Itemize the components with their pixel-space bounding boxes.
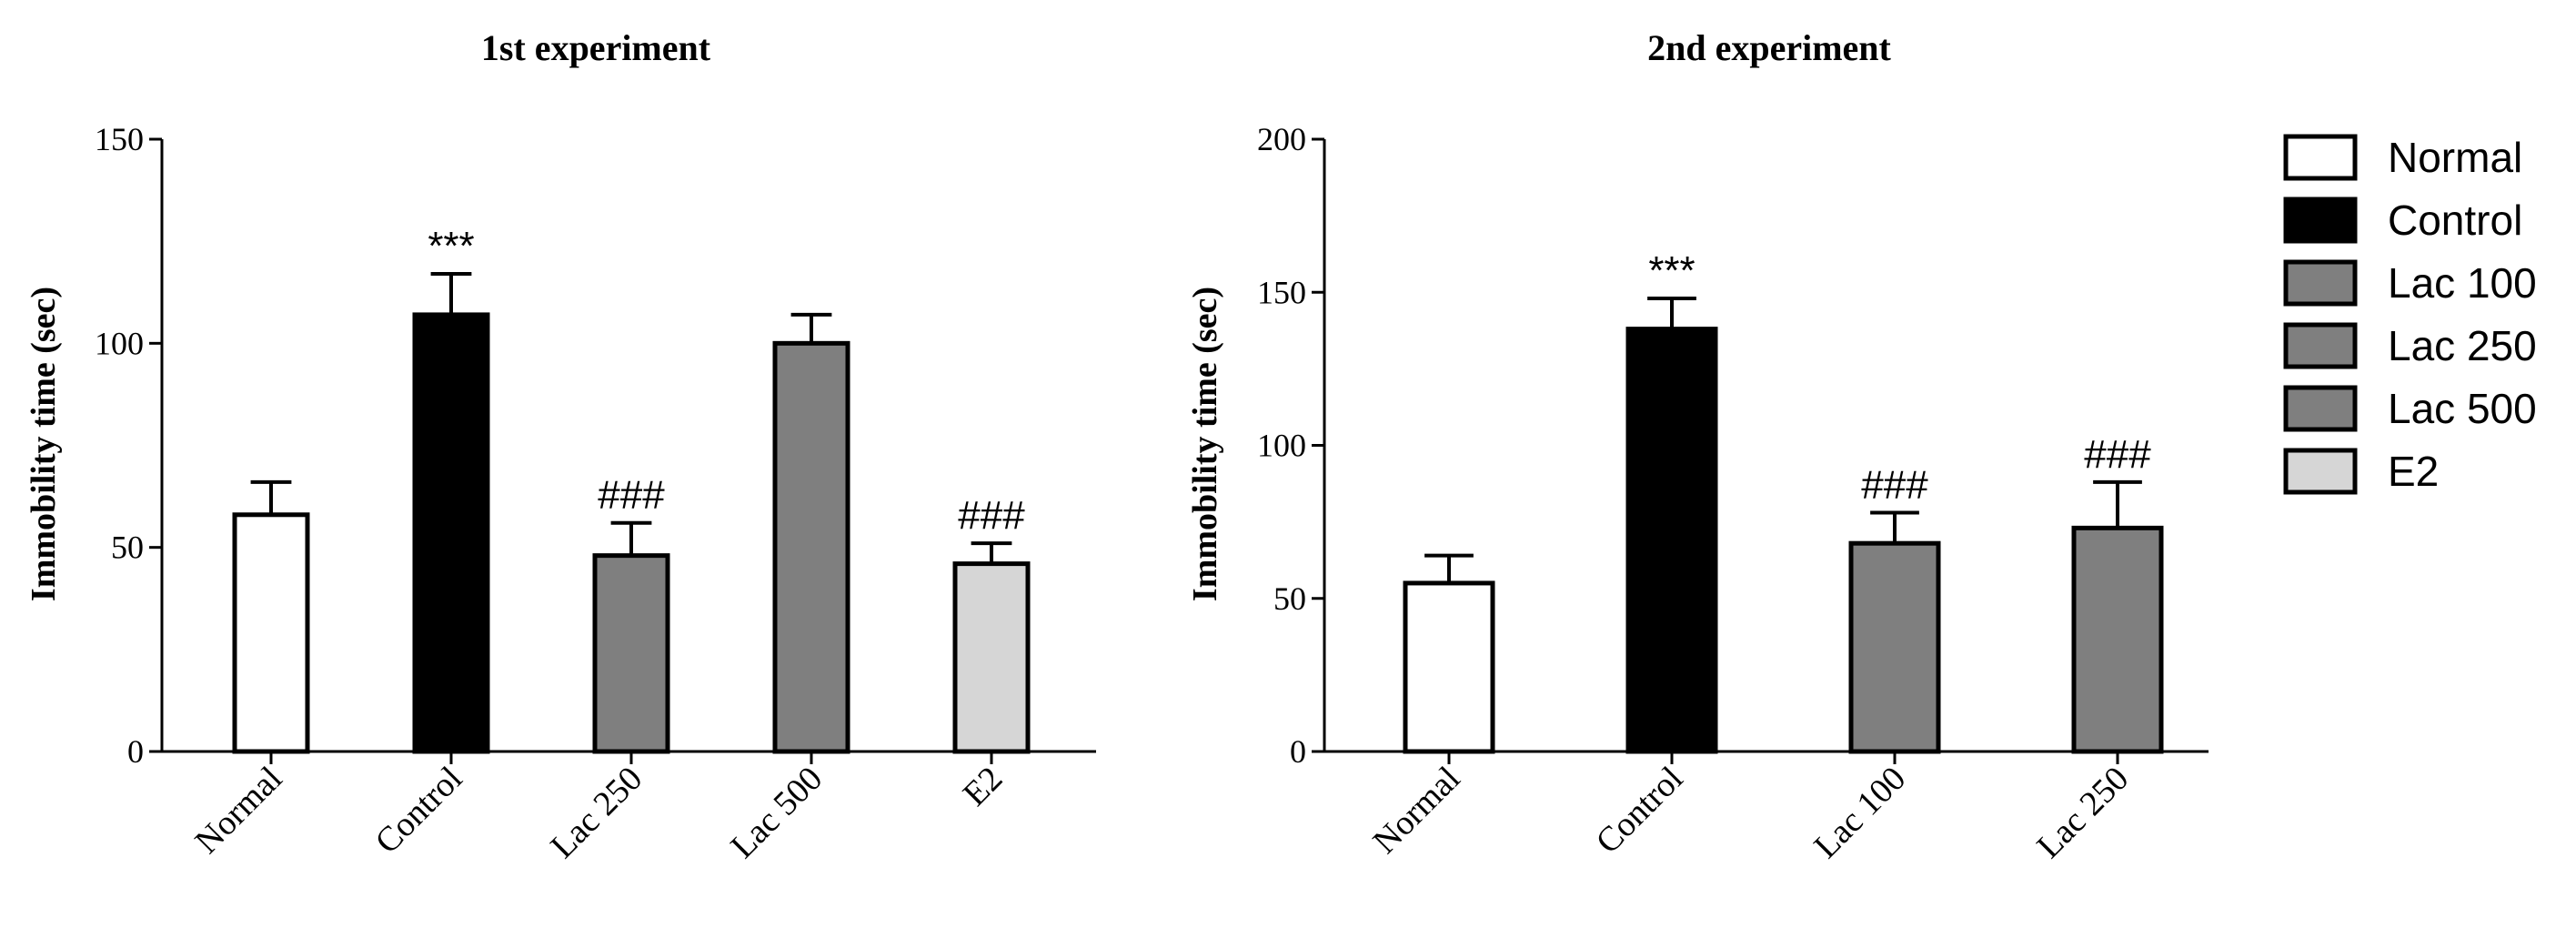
legend-swatch-lac-500 bbox=[2283, 385, 2358, 432]
chart-2-significance-label: ### bbox=[2084, 432, 2151, 477]
legend-swatch-lac-250 bbox=[2283, 322, 2358, 369]
chart-1-category-label: E2 bbox=[956, 760, 1011, 814]
legend-label: Normal bbox=[2388, 134, 2522, 181]
chart-1-category-label: Normal bbox=[188, 760, 290, 862]
chart-1-y-tick-label: 0 bbox=[127, 733, 144, 770]
chart-2-category-label: Normal bbox=[1366, 760, 1468, 862]
chart-1-category-label: Lac 500 bbox=[723, 760, 830, 866]
chart-1-bar-lac-500 bbox=[772, 340, 850, 754]
legend-label: Lac 500 bbox=[2388, 385, 2537, 432]
chart-2-bar-lac-250 bbox=[2071, 525, 2164, 754]
chart-2-y-tick-label: 0 bbox=[1290, 733, 1306, 770]
chart-1-y-axis-label: Immobility time (sec) bbox=[25, 287, 63, 601]
chart-1-bar-lac-250 bbox=[592, 553, 670, 754]
chart-1-significance-label: *** bbox=[428, 224, 474, 268]
legend-label: Lac 100 bbox=[2388, 259, 2537, 307]
chart-1-y-tick-label: 50 bbox=[111, 530, 144, 566]
chart-2-category-label: Control bbox=[1589, 760, 1691, 862]
legend-label: Lac 250 bbox=[2388, 322, 2537, 369]
chart-1-significance-label: ### bbox=[598, 473, 665, 518]
chart-2-bar-control bbox=[1625, 327, 1718, 754]
legend: Normal Control Lac 100 Lac 250 Lac 500 E2 bbox=[2283, 134, 2537, 495]
chart-1-category-label: Control bbox=[368, 760, 470, 862]
chart-2-bar-lac-100 bbox=[1848, 540, 1941, 754]
chart-1-bar-control bbox=[412, 312, 490, 754]
legend-label: Control bbox=[2388, 197, 2522, 244]
chart-2-significance-label: *** bbox=[1648, 248, 1695, 293]
chart-2-y-tick-label: 200 bbox=[1257, 121, 1306, 157]
chart-1-title: 1st experiment bbox=[481, 27, 711, 68]
chart-1-bar-normal bbox=[232, 512, 310, 754]
legend-swatch-control bbox=[2283, 197, 2358, 244]
chart-1-category-label: Lac 250 bbox=[543, 760, 649, 866]
chart-2-y-tick-label: 100 bbox=[1257, 428, 1306, 464]
chart-2-y-tick-label: 150 bbox=[1257, 274, 1306, 310]
chart-1-bar-e2 bbox=[952, 561, 1031, 754]
chart-1-significance-label: ### bbox=[958, 493, 1025, 538]
legend-swatch-lac-100 bbox=[2283, 259, 2358, 307]
chart-1-y-tick-label: 100 bbox=[95, 325, 144, 361]
chart-1st-experiment: 1st experiment Immobility time (sec) 0 50… bbox=[25, 27, 1096, 866]
legend-label: E2 bbox=[2388, 448, 2439, 495]
legend-swatch-normal bbox=[2283, 134, 2358, 181]
chart-2-category-label: Lac 250 bbox=[2029, 760, 2136, 866]
chart-2-bar-normal bbox=[1403, 580, 1495, 754]
chart-2-category-label: Lac 100 bbox=[1806, 760, 1913, 866]
legend-swatch-e2 bbox=[2283, 448, 2358, 495]
chart-2-y-tick-label: 50 bbox=[1273, 580, 1306, 617]
chart-2-y-axis-label: Immobility time (sec) bbox=[1186, 287, 1224, 601]
chart-1-y-tick-label: 150 bbox=[95, 121, 144, 157]
chart-2-significance-label: ### bbox=[1861, 463, 1928, 508]
chart-2-title: 2nd experiment bbox=[1647, 27, 1891, 68]
chart-2nd-experiment: 2nd experiment Immobility time (sec) 0 50… bbox=[1186, 27, 2209, 866]
